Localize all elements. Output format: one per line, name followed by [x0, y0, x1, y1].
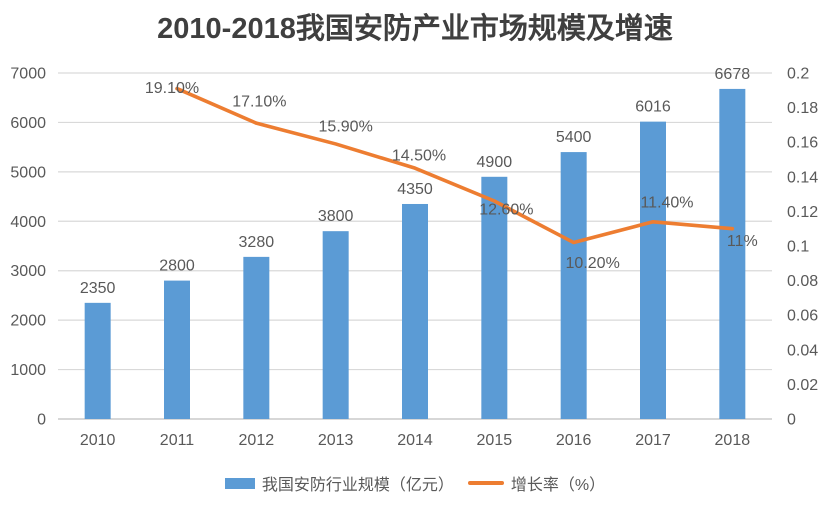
bar-value-label: 2350	[80, 280, 116, 297]
right-axis-tick-label: 0.02	[787, 377, 818, 394]
right-axis-tick-label: 0.1	[787, 239, 809, 256]
line-value-label: 15.90%	[319, 118, 373, 135]
left-axis-tick-label: 1000	[10, 362, 46, 379]
x-axis-tick-label: 2016	[556, 432, 592, 449]
bar-2012	[243, 256, 270, 419]
legend-item-bar-series: 我国安防行业规模（亿元）	[224, 471, 454, 495]
x-axis-tick-label: 2011	[160, 432, 195, 449]
right-axis-tick-label: 0.12	[787, 204, 818, 221]
x-axis-tick-label: 2018	[715, 432, 751, 449]
bar-2017	[640, 121, 666, 420]
bar-2013	[322, 231, 349, 419]
bar-value-label: 5400	[556, 129, 592, 146]
bar-value-label: 3800	[318, 208, 354, 225]
left-axis-tick-label: 4000	[10, 214, 46, 231]
line-value-label: 19.10%	[145, 80, 199, 97]
right-axis-tick-label: 0.18	[787, 100, 818, 117]
bar-value-label: 4900	[477, 154, 513, 171]
line-value-label: 14.50%	[392, 148, 446, 165]
bar-2010	[84, 302, 111, 419]
bar-value-label: 2800	[159, 258, 195, 275]
bar-value-label: 6016	[635, 99, 671, 116]
bar-2018	[719, 88, 746, 419]
line-value-label: 11%	[727, 233, 758, 250]
right-axis-tick-label: 0.04	[787, 342, 818, 359]
right-axis-tick-label: 0.08	[787, 273, 818, 290]
right-axis-tick-label: 0.2	[787, 66, 809, 83]
x-axis-tick-label: 2017	[635, 432, 671, 449]
line-value-label: 11.40%	[640, 194, 693, 211]
left-axis-tick-label: 5000	[10, 164, 46, 181]
bar-2014	[402, 203, 428, 419]
bar-value-label: 4350	[397, 181, 433, 198]
left-axis-tick-label: 3000	[10, 263, 46, 280]
bar-2011	[164, 280, 190, 419]
x-axis-tick-label: 2010	[80, 432, 116, 449]
bar-series-swatch	[224, 477, 255, 489]
line-series-label: 增长率（%）	[510, 477, 606, 494]
x-axis-tick-label: 2012	[239, 432, 275, 449]
left-axis-tick-label: 0	[37, 412, 46, 429]
left-axis-tick-label: 2000	[10, 313, 46, 330]
right-axis-tick-label: 0.14	[787, 169, 818, 186]
left-axis-tick-label: 6000	[10, 115, 46, 132]
legend: 我国安防行业规模（亿元） 增长率（%）	[0, 470, 830, 496]
line-value-label: 10.20%	[566, 255, 620, 272]
chart-title: 2010-2018我国安防产业市场规模及增速	[157, 13, 673, 45]
x-axis-tick-label: 2014	[397, 432, 433, 449]
left-axis-tick-label: 7000	[10, 66, 46, 83]
line-value-label: 12.60%	[479, 202, 533, 219]
growth-rate-line	[175, 86, 735, 245]
x-axis-tick-label: 2013	[318, 432, 354, 449]
bar-series-label: 我国安防行业规模（亿元）	[261, 477, 454, 494]
right-axis-tick-label: 0.06	[787, 308, 818, 325]
right-axis-tick-label: 0.16	[787, 135, 818, 152]
bar-value-label: 6678	[715, 66, 751, 83]
bar-2016	[560, 152, 587, 420]
legend-item-line-series: 增长率（%）	[467, 471, 606, 495]
line-value-label: 17.10%	[232, 94, 286, 111]
bar-2015	[481, 176, 508, 419]
x-axis-tick-label: 2015	[477, 432, 513, 449]
line-series-swatch	[467, 481, 504, 485]
bar-value-label: 3280	[239, 234, 275, 251]
right-axis-tick-label: 0	[787, 412, 796, 429]
